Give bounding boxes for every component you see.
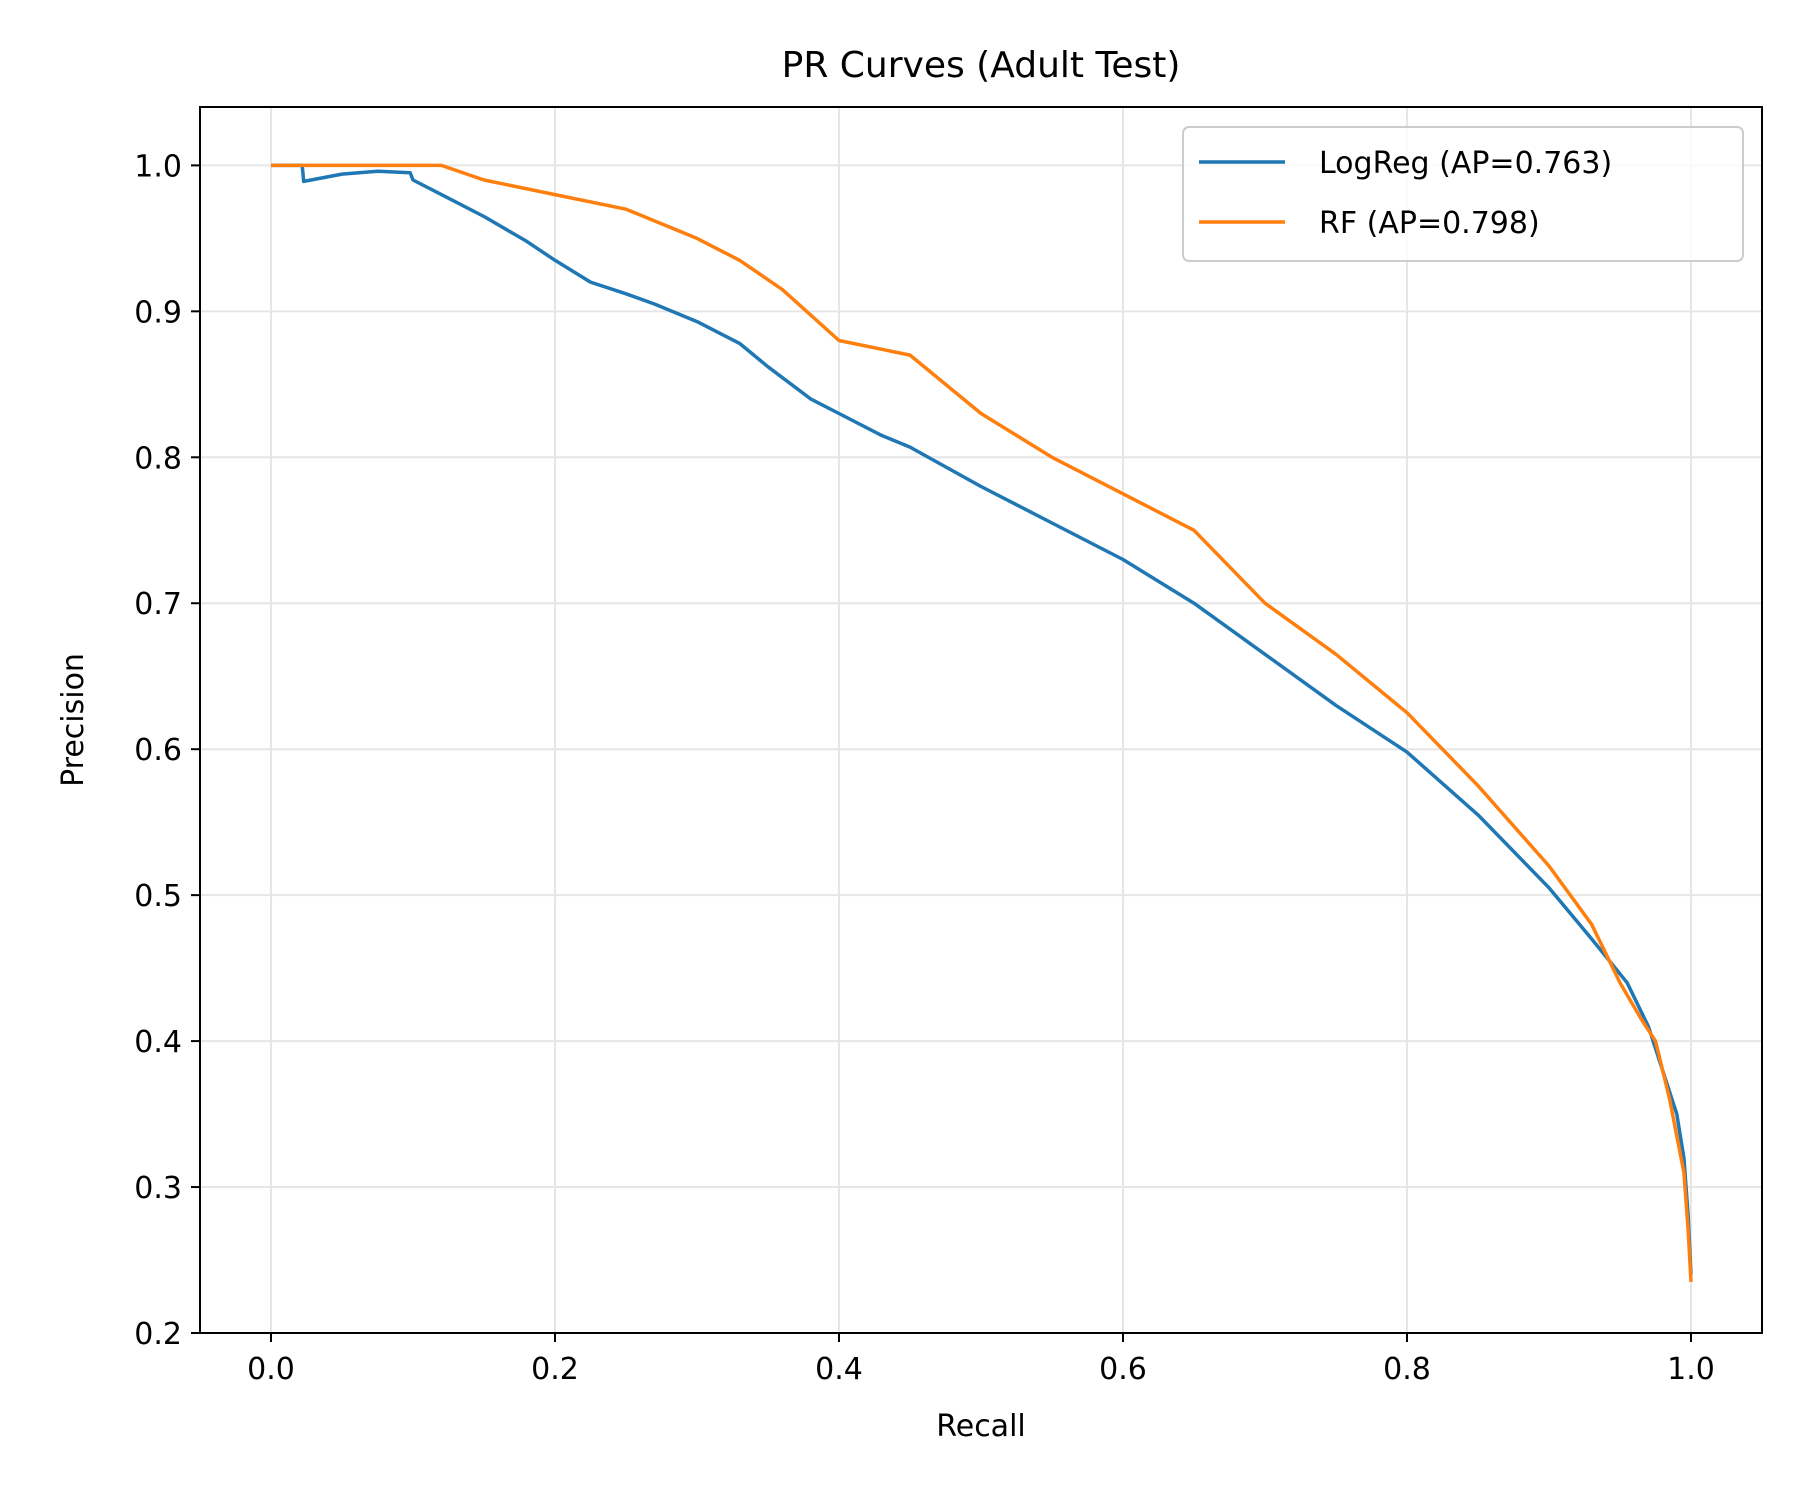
y-tick-label: 0.6 — [134, 733, 182, 768]
y-tick-label: 0.8 — [134, 441, 182, 476]
y-axis-ticks: 0.2 0.3 0.4 0.5 0.6 0.7 0.8 0.9 1.0 — [134, 149, 200, 1352]
legend: LogReg (AP=0.763) RF (AP=0.798) — [1182, 126, 1744, 262]
y-tick-label: 0.7 — [134, 587, 182, 622]
y-tick-label: 0.2 — [134, 1317, 182, 1352]
y-tick-label: 0.5 — [134, 879, 182, 914]
x-tick-label: 0.6 — [1099, 1352, 1147, 1387]
x-tick-label: 1.0 — [1667, 1352, 1715, 1387]
x-axis-ticks: 0.0 0.2 0.4 0.6 0.8 1.0 — [247, 1333, 1715, 1387]
y-tick-label: 1.0 — [134, 149, 182, 184]
y-axis-label: Precision — [56, 653, 91, 787]
legend-items: LogReg (AP=0.763) RF (AP=0.798) — [1199, 146, 1612, 241]
legend-label: LogReg (AP=0.763) — [1319, 146, 1612, 181]
legend-box — [1182, 126, 1744, 262]
y-tick-label: 0.9 — [134, 295, 182, 330]
x-tick-label: 0.2 — [531, 1352, 579, 1387]
plot-frame — [199, 106, 1763, 1334]
legend-label: RF (AP=0.798) — [1319, 206, 1540, 241]
series-line-logreg — [271, 163, 1693, 1275]
y-tick-label: 0.3 — [134, 1171, 182, 1206]
x-tick-label: 0.4 — [815, 1352, 863, 1387]
series-layer — [271, 163, 1693, 1282]
x-tick-label: 0.0 — [247, 1352, 295, 1387]
x-tick-label: 0.8 — [1383, 1352, 1431, 1387]
x-axis-label: Recall — [936, 1409, 1026, 1444]
chart-title: PR Curves (Adult Test) — [782, 45, 1181, 86]
series-line-rf — [271, 163, 1693, 1282]
grid-layer — [200, 107, 1762, 1334]
y-tick-label: 0.4 — [134, 1025, 182, 1060]
